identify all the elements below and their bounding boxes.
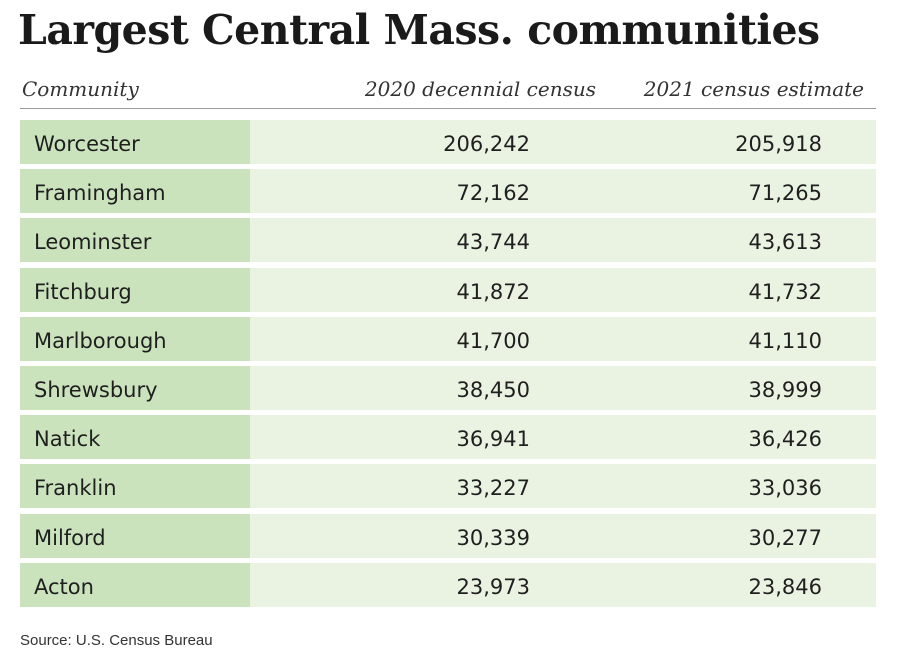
source-note: Source: U.S. Census Bureau xyxy=(20,632,213,649)
chart-title: Largest Central Mass. communities xyxy=(18,6,820,54)
estimate-2021-value: 43,613 xyxy=(748,230,822,255)
census-2020-value: 38,450 xyxy=(456,377,530,402)
column-header-2020-census: 2020 decennial census xyxy=(364,77,596,101)
community-name: Milford xyxy=(34,525,106,550)
community-cell xyxy=(20,365,250,410)
census-2020-value: 23,973 xyxy=(456,574,530,599)
census-2020-value: 41,872 xyxy=(456,279,530,304)
community-name: Natick xyxy=(34,427,101,452)
community-cell xyxy=(20,415,250,460)
community-name: Leominster xyxy=(34,230,152,255)
community-name: Framingham xyxy=(34,181,166,206)
census-2020-value: 72,162 xyxy=(456,181,530,206)
community-cell xyxy=(20,513,250,558)
estimate-2021-value: 33,036 xyxy=(748,476,822,501)
estimate-2021-value: 41,110 xyxy=(748,328,822,353)
estimate-2021-value: 71,265 xyxy=(748,181,822,206)
community-name: Franklin xyxy=(34,476,117,501)
table-row: Acton 23,973 23,846 xyxy=(20,562,876,607)
community-name: Worcester xyxy=(34,132,140,156)
census-2020-value: 43,744 xyxy=(456,230,530,255)
table-row: Franklin 33,227 33,036 xyxy=(20,464,876,509)
community-name: Fitchburg xyxy=(34,279,132,304)
table-body: Worcester 206,242 205,918 Framingham 72,162 7… xyxy=(20,120,876,612)
census-2020-value: 41,700 xyxy=(456,328,530,353)
community-cell xyxy=(20,218,250,263)
community-name: Marlborough xyxy=(34,328,167,353)
table-row: Worcester 206,242 205,918 xyxy=(20,120,876,164)
community-name: Acton xyxy=(34,574,94,599)
community-cell xyxy=(20,267,250,312)
estimate-2021-value: 38,999 xyxy=(748,377,822,402)
census-2020-value: 36,941 xyxy=(456,427,530,452)
table-row: Milford 30,339 30,277 xyxy=(20,513,876,558)
census-2020-value: 33,227 xyxy=(456,476,530,501)
community-cell xyxy=(20,316,250,361)
community-cell xyxy=(20,120,250,164)
community-cell xyxy=(20,562,250,607)
estimate-2021-value: 23,846 xyxy=(748,574,822,599)
column-header-2021-estimate: 2021 census estimate xyxy=(643,77,864,101)
column-header-community: Community xyxy=(22,77,139,101)
community-name: Shrewsbury xyxy=(34,377,158,402)
table-row: Framingham 72,162 71,265 xyxy=(20,169,876,214)
table-row: Shrewsbury 38,450 38,999 xyxy=(20,365,876,410)
community-cell xyxy=(20,169,250,214)
table-row: Natick 36,941 36,426 xyxy=(20,415,876,460)
estimate-2021-value: 30,277 xyxy=(748,525,822,550)
census-2020-value: 206,242 xyxy=(443,132,530,156)
community-cell xyxy=(20,464,250,509)
table-row: Leominster 43,744 43,613 xyxy=(20,218,876,263)
table-header: Community 2020 decennial census 2021 cen… xyxy=(20,74,876,109)
estimate-2021-value: 41,732 xyxy=(748,279,822,304)
table-row: Fitchburg 41,872 41,732 xyxy=(20,267,876,312)
table-row: Marlborough 41,700 41,110 xyxy=(20,316,876,361)
estimate-2021-value: 36,426 xyxy=(748,427,822,452)
estimate-2021-value: 205,918 xyxy=(735,132,822,156)
census-2020-value: 30,339 xyxy=(456,525,530,550)
